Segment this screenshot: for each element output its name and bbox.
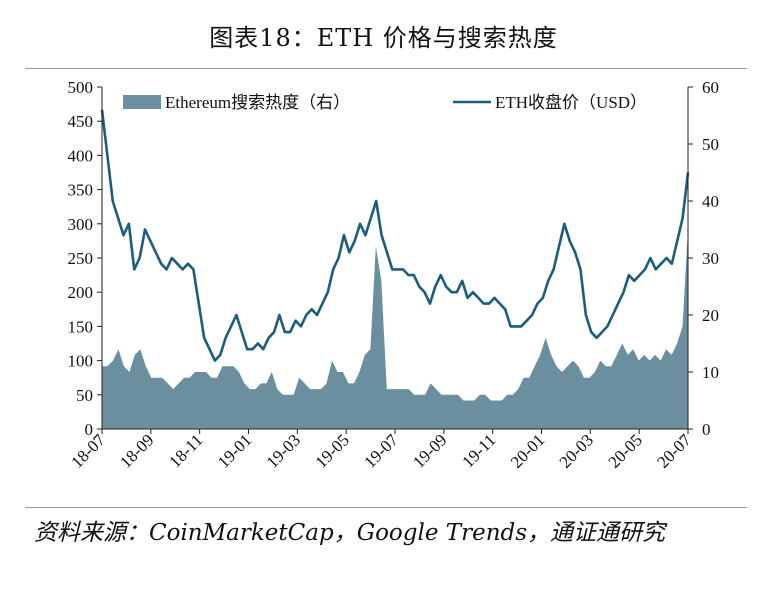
x-axis-tick-label: 18-07 [67,430,109,472]
x-axis-tick-label: 18-11 [165,430,206,471]
legend-label-search-interest: Ethereum搜索热度（右） [165,93,350,112]
right-axis-tick-label: 50 [702,135,719,154]
right-axis-tick-label: 20 [702,306,719,325]
series-line-eth-price [100,109,690,362]
x-axis-tick-label: 20-07 [653,430,695,472]
legend: Ethereum搜索热度（右） ETH收盘价（USD） [123,93,647,112]
right-axis-tick-label: 30 [702,249,719,268]
x-axis-tick-label: 19-11 [458,430,499,471]
legend-swatch-area [123,95,161,109]
x-axis-tick-label: 19-01 [214,430,255,471]
x-axis-tick-label: 19-09 [409,430,450,471]
x-axis-tick-label: 19-05 [312,430,353,471]
left-axis-tick-label: 250 [68,249,94,268]
left-axis-tick-label: 300 [68,215,94,234]
left-axis-tick-label: 0 [85,420,94,439]
right-axis-tick-label: 10 [702,363,719,382]
left-axis-tick-label: 150 [68,317,94,336]
x-axis-tick-label: 19-03 [263,430,304,471]
x-axis-tick-label: 20-05 [605,430,646,471]
left-axis-tick-label: 200 [68,283,94,302]
right-axis-tick-label: 0 [702,420,711,439]
series-area-search-interest [102,229,688,429]
left-axis-tick-label: 500 [68,78,94,97]
right-axis-tick-label: 40 [702,192,719,211]
legend-label-eth-price: ETH收盘价（USD） [495,93,647,112]
x-axis-tick-label: 20-03 [556,430,597,471]
left-axis-tick-label: 450 [68,112,94,131]
right-axis-tick-label: 60 [702,78,719,97]
x-axis-tick-label: 18-09 [116,430,157,471]
left-axis-tick-label: 400 [68,146,94,165]
chart-title: 图表18：ETH 价格与搜索热度 [209,24,558,52]
x-axis-tick-label: 19-07 [360,430,402,472]
left-axis-tick-label: 100 [68,352,94,371]
x-axis-tick-label: 20-01 [507,430,548,471]
left-axis-tick-label: 350 [68,181,94,200]
chart-frame: 0 50 100 150 200 250 300 350 400 450 500 0 10 20 30 40 5… [25,68,747,508]
left-axis-tick-label: 50 [76,386,93,405]
chart-svg: 0 50 100 150 200 250 300 350 400 450 500 0 10 20 30 40 5… [67,78,719,472]
source-note: 资料来源：CoinMarketCap，Google Trends，通证通研究 [34,520,666,546]
plot-area [100,109,690,429]
